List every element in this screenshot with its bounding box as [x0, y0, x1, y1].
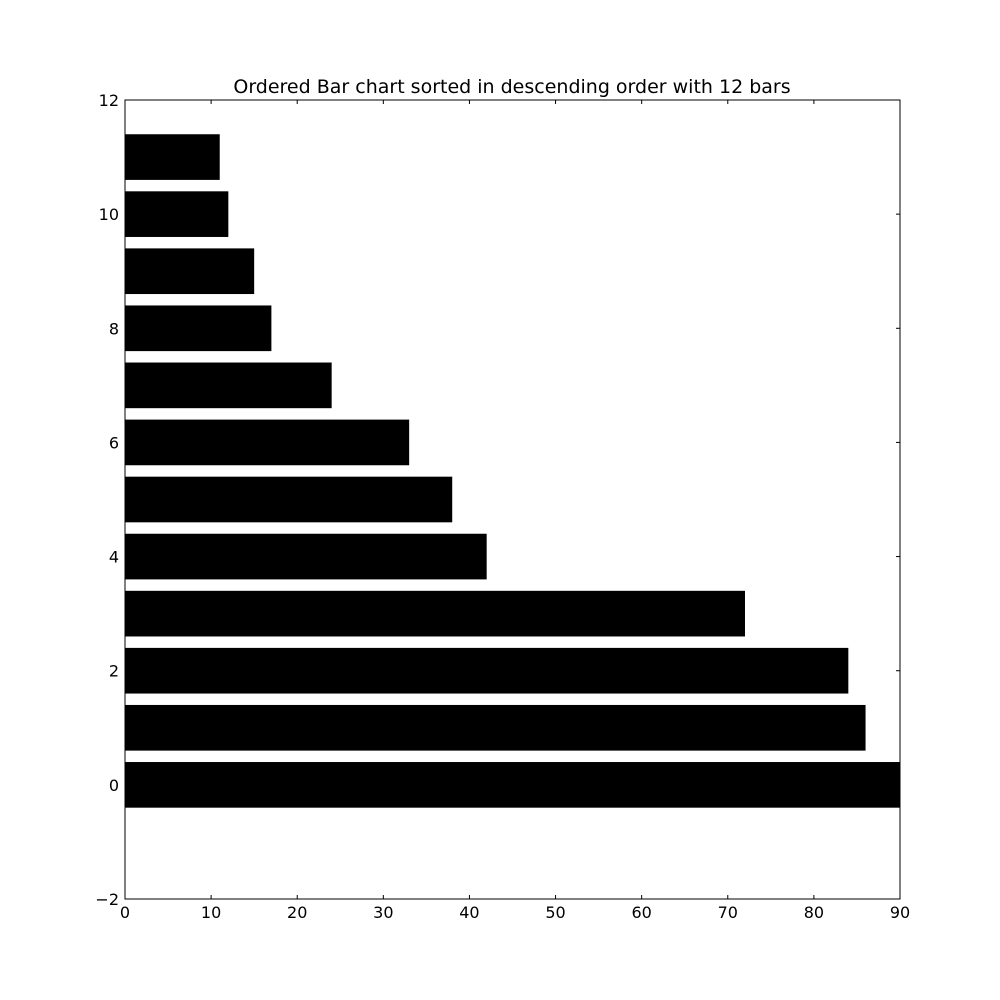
bar-9: [125, 248, 255, 295]
y-tick-label: 6: [109, 433, 119, 452]
y-tick-label: 4: [109, 548, 119, 567]
bar-8: [125, 305, 272, 352]
bars-group: [125, 134, 900, 808]
bar-5: [125, 476, 453, 523]
y-tick-label: 0: [109, 776, 119, 795]
bar-11: [125, 134, 220, 180]
plot-frame: [124, 99, 901, 900]
x-tick-label: 60: [631, 903, 651, 922]
x-tick-label: 40: [459, 903, 479, 922]
x-tick-label: 10: [201, 903, 221, 922]
bar-1: [125, 704, 866, 751]
y-tick-label: 12: [99, 91, 119, 110]
y-tick-label: −2: [95, 890, 119, 909]
bar-10: [125, 191, 229, 237]
x-tick-label: 80: [804, 903, 824, 922]
bar-4: [125, 533, 487, 580]
y-tick-label: 2: [109, 662, 119, 681]
y-tick-label: 10: [99, 205, 119, 224]
bar-7: [125, 362, 332, 409]
x-tick-label: 30: [373, 903, 393, 922]
x-tick-label: 70: [718, 903, 738, 922]
bar-3: [125, 590, 745, 637]
x-tick-label: 0: [120, 903, 130, 922]
x-tick-label: 90: [890, 903, 910, 922]
bar-2: [125, 647, 849, 694]
chart-title: Ordered Bar chart sorted in descending o…: [233, 76, 790, 98]
x-tick-label: 50: [545, 903, 565, 922]
bar-6: [125, 419, 410, 466]
x-tick-label: 20: [287, 903, 307, 922]
bar-0: [125, 762, 900, 808]
y-tick-label: 8: [109, 319, 119, 338]
